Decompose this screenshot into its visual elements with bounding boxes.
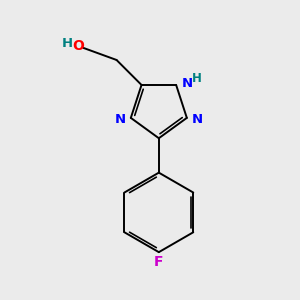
Text: H: H xyxy=(61,37,73,50)
Text: O: O xyxy=(72,38,84,52)
Text: N: N xyxy=(182,77,193,90)
Text: N: N xyxy=(192,113,203,126)
Text: F: F xyxy=(154,255,164,268)
Text: N: N xyxy=(114,113,125,126)
Text: H: H xyxy=(192,72,202,85)
